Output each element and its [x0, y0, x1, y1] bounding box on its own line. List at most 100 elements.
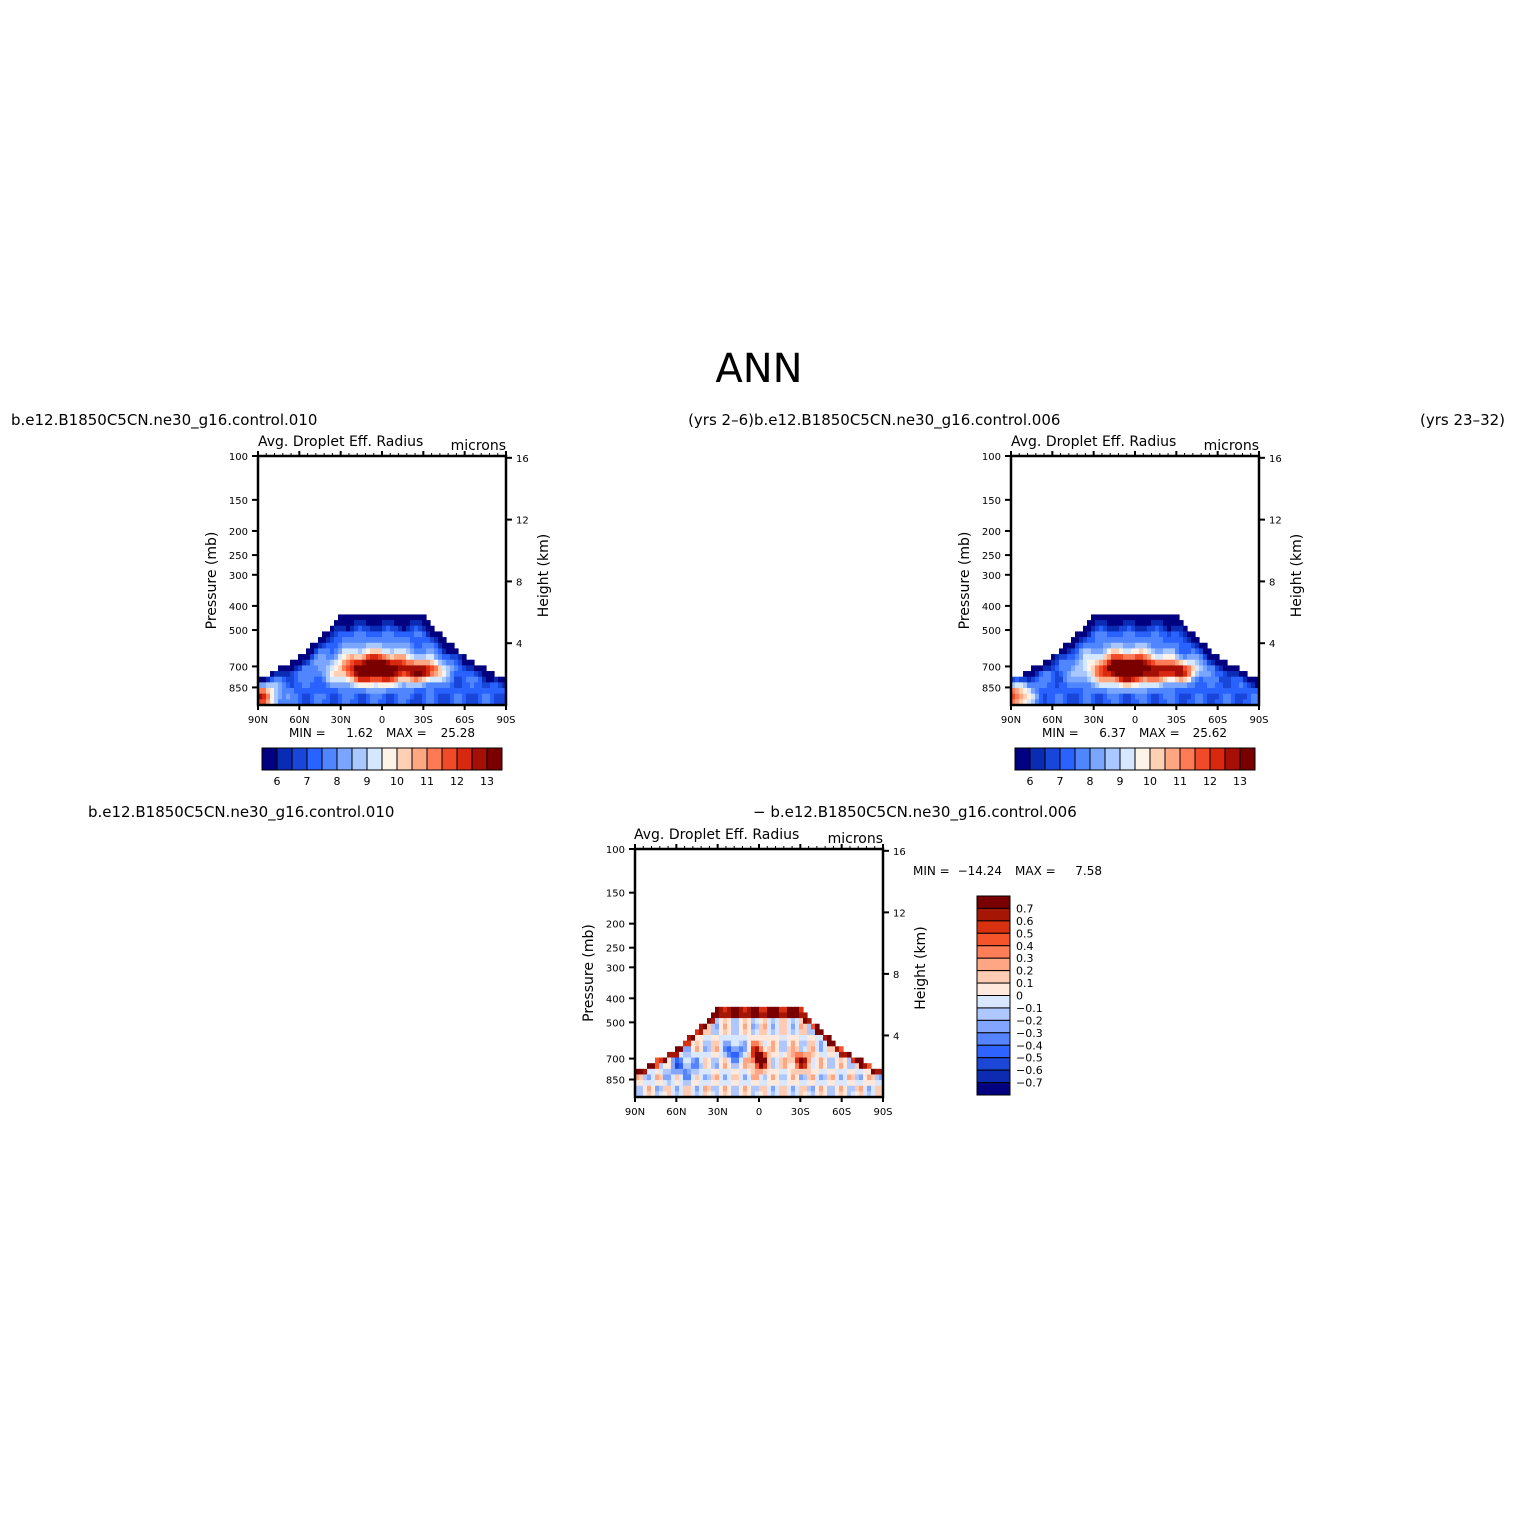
- field-cell: [1163, 648, 1168, 655]
- field-cell: [1131, 659, 1136, 666]
- field-cell: [863, 1074, 868, 1081]
- field-cell: [438, 693, 443, 700]
- field-cell: [418, 654, 423, 661]
- field-cell: [426, 682, 431, 689]
- field-cell: [414, 631, 419, 638]
- field-cell: [1151, 648, 1156, 655]
- field-cell: [839, 1057, 844, 1064]
- field-cell: [839, 1046, 844, 1053]
- field-cell: [1151, 688, 1156, 695]
- field-cell: [390, 688, 395, 695]
- field-cell: [799, 1068, 804, 1076]
- field-cell: [438, 688, 443, 695]
- field-cell: [751, 1068, 756, 1076]
- field-cell: [446, 654, 451, 661]
- field-cell: [386, 699, 391, 706]
- field-cell: [1039, 671, 1044, 678]
- field-cell: [1195, 688, 1200, 695]
- field-cell: [1095, 682, 1100, 689]
- field-cell: [1167, 620, 1172, 627]
- field-cell: [775, 1035, 780, 1042]
- field-cell: [330, 642, 335, 650]
- field-cell: [791, 1085, 796, 1092]
- field-cell: [370, 614, 375, 621]
- field-plot: [258, 614, 507, 706]
- field-cell: [747, 1018, 752, 1025]
- field-cell: [402, 637, 407, 644]
- field-cell: [1179, 659, 1184, 666]
- colorbar: 6 7 8 9 10 11 12 13: [1014, 747, 1256, 788]
- field-cell: [855, 1080, 860, 1087]
- field-cell: [1159, 676, 1164, 683]
- field-cell: [1195, 682, 1200, 689]
- field-cell: [430, 665, 435, 672]
- field-cell: [707, 1046, 712, 1053]
- field-cell: [1107, 665, 1112, 672]
- pressure-tick-label: 700: [229, 662, 248, 673]
- field-cell: [1251, 676, 1256, 683]
- field-cell: [787, 1023, 792, 1030]
- field-cell: [667, 1074, 672, 1081]
- field-cell: [723, 1068, 728, 1076]
- field-cell: [727, 1074, 732, 1081]
- field-cell: [1179, 665, 1184, 672]
- field-cell: [859, 1063, 864, 1070]
- field-cell: [330, 682, 335, 689]
- field-cell: [394, 614, 399, 621]
- field-cell: [442, 637, 447, 644]
- field-cell: [418, 620, 423, 627]
- field-cell: [1099, 671, 1104, 678]
- field-cell: [1231, 682, 1236, 689]
- min-value: 6.37: [1099, 726, 1126, 740]
- field-cell: [446, 642, 451, 650]
- field-cell: [783, 1018, 788, 1025]
- field-cell: [1179, 654, 1184, 661]
- field-cell: [735, 1046, 740, 1053]
- field-cell: [1083, 665, 1088, 672]
- field-cell: [1115, 688, 1120, 695]
- field-cell: [310, 665, 315, 672]
- field-cell: [651, 1085, 656, 1092]
- field-cell: [715, 1040, 720, 1047]
- field-cell: [314, 682, 319, 689]
- max-label: MAX =: [1015, 864, 1056, 878]
- field-cell: [755, 1085, 760, 1092]
- field-cell: [1119, 625, 1124, 633]
- field-cell: [703, 1046, 708, 1053]
- field-cell: [434, 648, 439, 655]
- pressure-tick-label: 250: [606, 944, 625, 955]
- field-cell: [647, 1068, 652, 1076]
- field-cell: [759, 1035, 764, 1042]
- field-cell: [1135, 659, 1140, 666]
- field-cell: [350, 637, 355, 644]
- field-cell: [330, 676, 335, 683]
- field-cell: [1167, 659, 1172, 666]
- field-cell: [1119, 676, 1124, 683]
- field-cell: [1195, 665, 1200, 672]
- field-cell: [1151, 659, 1156, 666]
- field-cell: [390, 654, 395, 661]
- field-cell: [703, 1074, 708, 1081]
- field-cell: [1135, 642, 1140, 650]
- field-cell: [779, 1063, 784, 1070]
- field-cell: [370, 688, 375, 695]
- field-cell: [1099, 642, 1104, 650]
- field-cell: [667, 1080, 672, 1087]
- field-cell: [711, 1063, 716, 1070]
- field-cell: [266, 682, 271, 689]
- field-cell: [1159, 665, 1164, 672]
- field-cell: [847, 1091, 852, 1098]
- field-cell: [1127, 642, 1132, 650]
- field-cell: [1139, 688, 1144, 695]
- field-cell: [827, 1063, 832, 1070]
- field-cell: [779, 1040, 784, 1047]
- field-cell: [1123, 659, 1128, 666]
- field-cell: [434, 682, 439, 689]
- field-cell: [1115, 631, 1120, 638]
- field-cell: [1167, 688, 1172, 695]
- field-cell: [466, 671, 471, 678]
- field-cell: [1111, 614, 1116, 621]
- field-cell: [1143, 693, 1148, 700]
- field-cell: [1023, 688, 1028, 695]
- field-cell: [827, 1046, 832, 1053]
